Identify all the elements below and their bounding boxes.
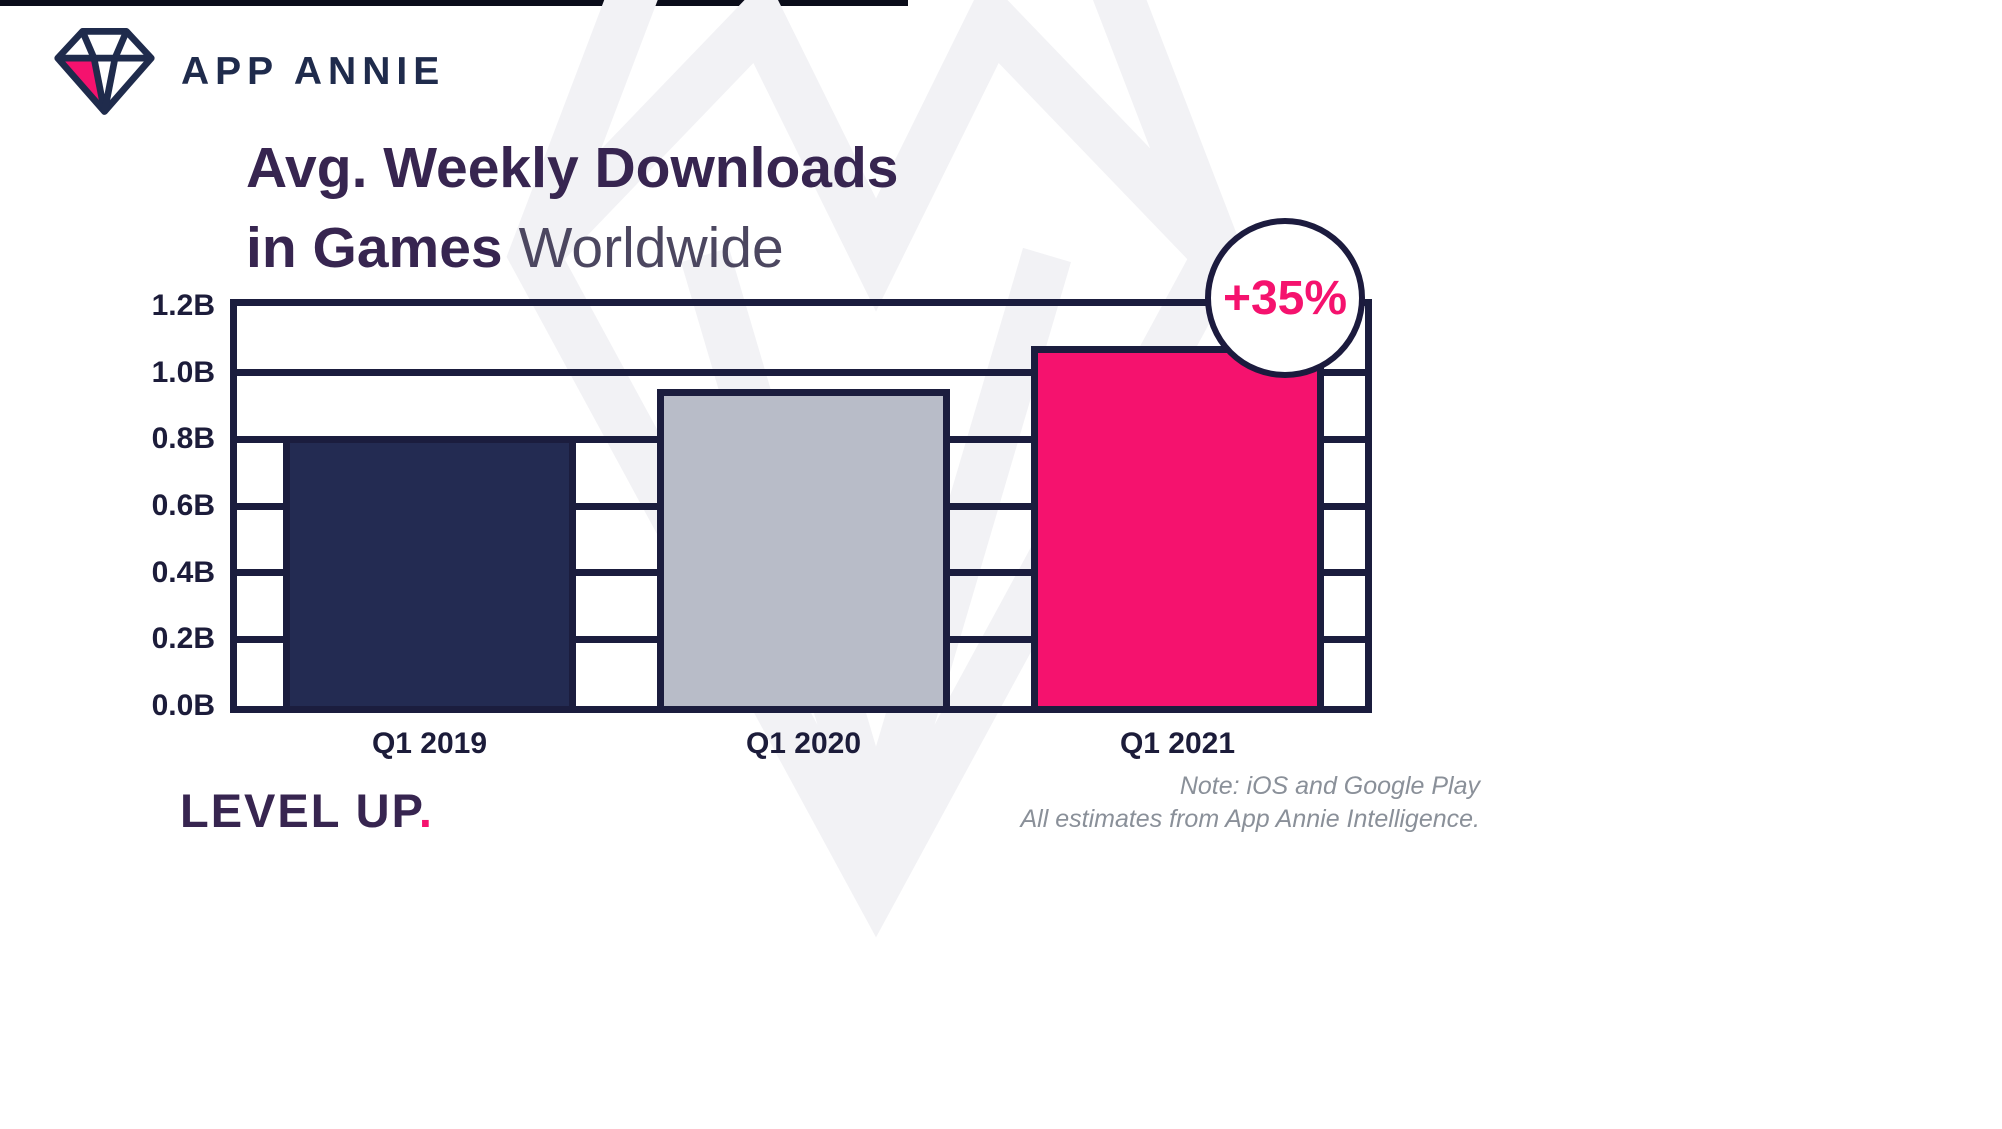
x-axis-label: Q1 2021: [1119, 727, 1236, 760]
bar-q1-2019: [283, 436, 576, 706]
growth-badge: +35%: [1205, 218, 1365, 378]
y-axis-label: 0.0B: [151, 689, 215, 722]
y-axis-label: 0.6B: [151, 489, 215, 522]
chart-title-line2: in Games Worldwide: [246, 208, 899, 288]
source-note-line1: Note: iOS and Google Play: [1179, 772, 1480, 800]
growth-badge-label: +35%: [1222, 271, 1348, 325]
bar-q1-2021: [1031, 346, 1324, 706]
chart-title: Avg. Weekly Downloads in Games Worldwide: [246, 128, 899, 288]
y-axis-label: 0.4B: [151, 555, 215, 589]
x-axis-label: Q1 2019: [371, 727, 488, 760]
gridline: [237, 369, 1365, 377]
tagline: LEVEL UP.: [180, 784, 434, 837]
chart-plot: [230, 299, 1372, 713]
top-edge-line: [0, 0, 908, 6]
chart-title-line1: Avg. Weekly Downloads: [246, 136, 899, 200]
y-axis-label: 0.2B: [151, 622, 215, 656]
brand-name: APP ANNIE: [181, 50, 446, 93]
chart-title-line2-light: Worldwide: [518, 216, 784, 280]
y-axis-label: 1.0B: [151, 355, 215, 389]
x-axis-label: Q1 2020: [745, 727, 862, 760]
source-note-line2: All estimates from App Annie Intelligenc…: [1020, 805, 1481, 833]
chart-title-line2-bold: in Games: [246, 216, 503, 280]
y-axis-label: 0.8B: [151, 422, 215, 456]
source-note: Note: iOS and Google Play All estimates …: [880, 770, 1481, 836]
y-axis-label: 1.2B: [151, 289, 215, 322]
app-annie-logo-icon: [54, 28, 155, 115]
bar-q1-2020: [657, 389, 950, 706]
tagline-period: .: [418, 784, 434, 837]
